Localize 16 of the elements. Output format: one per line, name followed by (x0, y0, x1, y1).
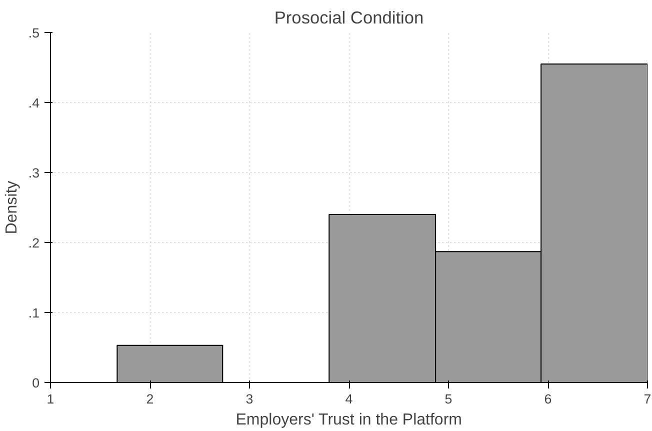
chart-title: Prosocial Condition (274, 8, 424, 28)
y-tick-label: .2 (28, 236, 40, 250)
y-tick-label: .5 (28, 26, 40, 40)
y-tick-label: .4 (28, 96, 40, 110)
x-axis-title: Employers' Trust in the Platform (236, 412, 462, 428)
x-tick-label: 7 (644, 392, 652, 406)
y-axis-title: Density (3, 180, 20, 234)
y-tick-label: 0 (32, 376, 40, 390)
x-tick-label: 2 (146, 392, 154, 406)
x-tick-label: 4 (345, 392, 354, 406)
x-tick-label: 3 (246, 392, 254, 406)
y-tick-label: .1 (28, 306, 40, 320)
y-tick-label: .3 (28, 166, 40, 180)
x-tick-label: 6 (544, 392, 552, 406)
x-tick-label: 1 (46, 392, 54, 406)
x-tick-label: 5 (444, 392, 452, 406)
